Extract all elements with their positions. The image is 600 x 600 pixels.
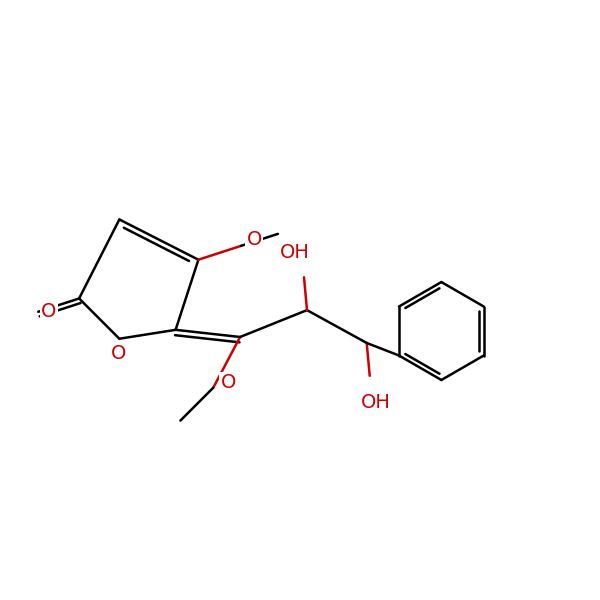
Text: O: O [41, 302, 56, 321]
Text: O: O [110, 344, 126, 363]
Text: OH: OH [361, 393, 391, 412]
Text: O: O [247, 230, 262, 250]
Text: OH: OH [280, 242, 310, 262]
Text: O: O [220, 373, 236, 392]
